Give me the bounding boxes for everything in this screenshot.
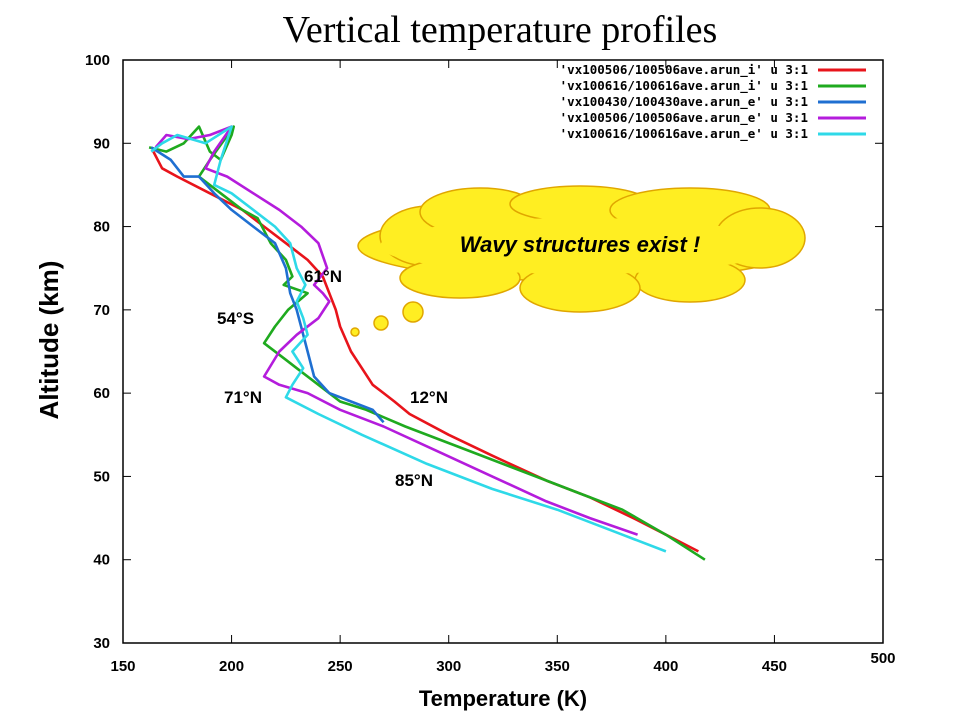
x-tick-label: 500	[870, 650, 895, 667]
legend-label: 'vx100616/100616ave.arun_i' u 3:1	[560, 78, 808, 94]
x-tick-label: 250	[328, 658, 353, 675]
y-axis-title: Altitude (km)	[34, 261, 64, 420]
x-tick-label: 400	[653, 658, 678, 675]
x-tick-label: 350	[545, 658, 570, 675]
legend: 'vx100506/100506ave.arun_i' u 3:1'vx1006…	[560, 62, 866, 142]
legend-label: 'vx100506/100506ave.arun_e' u 3:1	[560, 110, 808, 126]
y-tick-label: 70	[93, 302, 110, 319]
x-axis-ticks: 150 200 250 300 350 400 450 500	[110, 60, 896, 675]
series-line-5	[150, 125, 667, 553]
x-axis-title: Temperature (K)	[419, 686, 587, 711]
x-tick-label: 150	[110, 658, 135, 675]
y-tick-label: 100	[85, 52, 110, 69]
y-tick-label: 40	[93, 552, 110, 569]
region-label: 71°N	[224, 388, 262, 407]
y-tick-label: 80	[93, 219, 110, 236]
legend-label: 'vx100616/100616ave.arun_e' u 3:1	[560, 126, 808, 142]
thought-bubble-cloud	[350, 185, 806, 337]
region-label: 85°N	[395, 471, 433, 490]
chart-title: Vertical temperature profiles	[283, 9, 718, 51]
callout-text: Wavy structures exist !	[460, 232, 700, 257]
series-line-4	[154, 125, 639, 536]
y-axis-ticks: 30 40 50 60 70 80 90 100	[85, 52, 883, 652]
legend-label: 'vx100506/100506ave.arun_i' u 3:1	[560, 62, 808, 78]
x-tick-label: 300	[436, 658, 461, 675]
x-tick-label: 200	[219, 658, 244, 675]
region-label: 12°N	[410, 388, 448, 407]
y-tick-label: 30	[93, 635, 110, 652]
y-tick-label: 90	[93, 135, 110, 152]
series-line-3	[150, 146, 385, 424]
legend-label: 'vx100430/100430ave.arun_e' u 3:1	[560, 94, 808, 110]
annotations: 61°N 54°S 71°N 12°N 85°N	[217, 267, 448, 490]
series-lines	[148, 125, 706, 561]
y-tick-label: 60	[93, 385, 110, 402]
region-label: 54°S	[217, 309, 254, 328]
y-tick-label: 50	[93, 468, 110, 485]
thought-bubble: Wavy structures exist !	[350, 185, 806, 337]
region-label: 61°N	[304, 267, 342, 286]
plot-frame	[122, 59, 884, 644]
x-tick-label: 450	[762, 658, 787, 675]
